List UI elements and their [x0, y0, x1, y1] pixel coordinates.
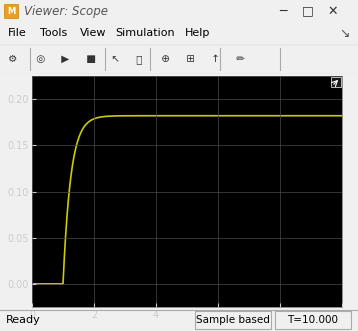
Text: ↘: ↘ — [339, 27, 350, 40]
Text: ⚙: ⚙ — [8, 54, 17, 64]
Text: View: View — [80, 28, 106, 38]
Text: M: M — [7, 7, 15, 16]
Text: □: □ — [302, 5, 314, 18]
Text: T=10.000: T=10.000 — [287, 315, 339, 325]
Bar — [195, 311, 271, 329]
Text: Viewer: Scope: Viewer: Scope — [24, 5, 108, 18]
Text: ✕: ✕ — [328, 5, 338, 18]
Text: ↑: ↑ — [208, 54, 220, 64]
Text: ◎: ◎ — [33, 54, 45, 64]
Text: ✏: ✏ — [233, 54, 245, 64]
Text: Help: Help — [185, 28, 211, 38]
Text: ⊞: ⊞ — [183, 54, 195, 64]
Text: Tools: Tools — [40, 28, 67, 38]
Text: ■: ■ — [83, 54, 96, 64]
Text: ─: ─ — [279, 5, 287, 18]
Text: ▶: ▶ — [58, 54, 69, 64]
Bar — [4, 4, 18, 18]
Text: File: File — [8, 28, 27, 38]
Text: Sample based: Sample based — [196, 315, 270, 325]
Text: ↖: ↖ — [108, 54, 120, 64]
Text: 📷: 📷 — [133, 54, 142, 64]
Text: Simulation: Simulation — [115, 28, 175, 38]
Text: Ready: Ready — [6, 315, 41, 325]
Text: ⊕: ⊕ — [158, 54, 170, 64]
Bar — [275, 311, 351, 329]
